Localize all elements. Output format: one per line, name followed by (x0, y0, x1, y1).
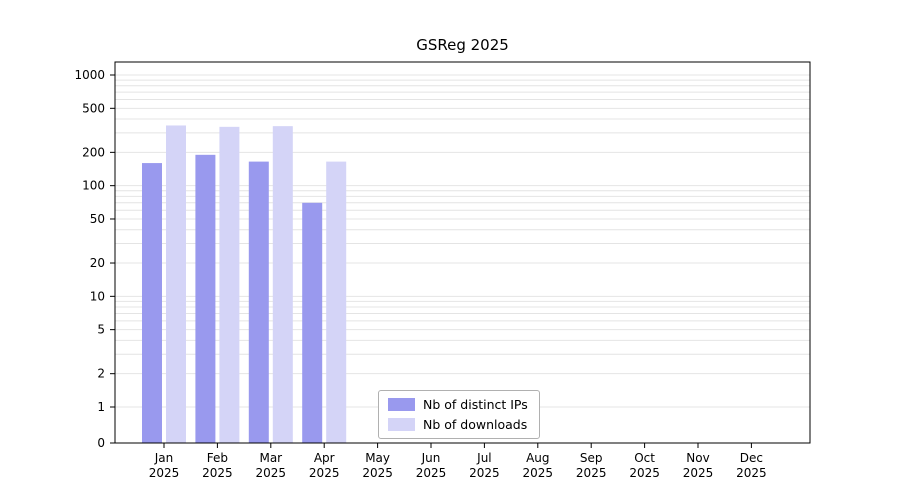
bar-distinct-ips-mar (248, 161, 269, 443)
plot-border (114, 61, 811, 444)
x-axis-tick-label-year: 2025 (149, 466, 180, 480)
y-axis-tick-label: 5 (97, 323, 105, 337)
y-axis-tick-label: 100 (82, 179, 105, 193)
x-axis-tick-label-year: 2025 (576, 466, 607, 480)
x-axis-tick-label-year: 2025 (309, 466, 340, 480)
x-axis-tick-label-month: Jul (476, 451, 491, 465)
bar-downloads-jan (166, 125, 186, 443)
x-axis-tick-label-month: Feb (207, 451, 228, 465)
legend-item-downloads: Nb of downloads (388, 417, 528, 432)
y-axis-tick-label: 2 (97, 367, 105, 381)
x-axis-tick-label-month: Jun (421, 451, 441, 465)
x-axis-tick-label-month: Dec (740, 451, 763, 465)
bar-downloads-apr (326, 161, 347, 443)
bar-downloads-feb (219, 126, 240, 443)
y-axis-tick-label: 10 (90, 289, 105, 303)
x-axis-tick-label-year: 2025 (362, 466, 393, 480)
y-axis-tick-label: 0 (97, 436, 105, 450)
x-axis-tick-label-year: 2025 (202, 466, 233, 480)
x-axis-tick-label-month: Jan (154, 451, 174, 465)
x-axis-tick-label-month: Sep (580, 451, 603, 465)
bar-distinct-ips-apr (302, 202, 323, 443)
x-axis-tick-label-year: 2025 (736, 466, 767, 480)
bar-downloads-mar (272, 126, 293, 444)
y-axis-tick-label: 1000 (74, 68, 105, 82)
y-axis-tick-label: 200 (82, 145, 105, 159)
x-axis-tick-label-month: Apr (314, 451, 335, 465)
legend-swatch-downloads (388, 418, 415, 431)
chart-title: GSReg 2025 (416, 36, 509, 54)
x-axis-tick-label-year: 2025 (416, 466, 447, 480)
x-axis-tick-label-year: 2025 (683, 466, 714, 480)
legend: Nb of distinct IPs Nb of downloads (378, 390, 540, 439)
x-axis-tick-label-year: 2025 (629, 466, 660, 480)
x-axis-tick-label-year: 2025 (256, 466, 287, 480)
y-axis-tick-label: 500 (82, 101, 105, 115)
bar-distinct-ips-feb (195, 154, 216, 443)
legend-label-distinct-ips: Nb of distinct IPs (423, 397, 528, 412)
legend-swatch-distinct-ips (388, 398, 415, 411)
legend-item-distinct-ips: Nb of distinct IPs (388, 397, 528, 412)
x-axis-tick-label-year: 2025 (523, 466, 554, 480)
y-axis-tick-label: 50 (90, 212, 105, 226)
x-axis-tick-label-month: Oct (634, 451, 655, 465)
legend-label-downloads: Nb of downloads (423, 417, 528, 432)
y-axis-tick-label: 20 (90, 256, 105, 270)
bar-distinct-ips-jan (142, 163, 162, 443)
x-axis-tick-label-month: Mar (259, 451, 282, 465)
y-axis-tick-label: 1 (97, 400, 105, 414)
x-axis-tick-label-month: Nov (686, 451, 709, 465)
x-axis-tick-label-year: 2025 (469, 466, 500, 480)
x-axis-tick-label-month: Aug (526, 451, 549, 465)
x-axis-tick-label-month: May (365, 451, 390, 465)
